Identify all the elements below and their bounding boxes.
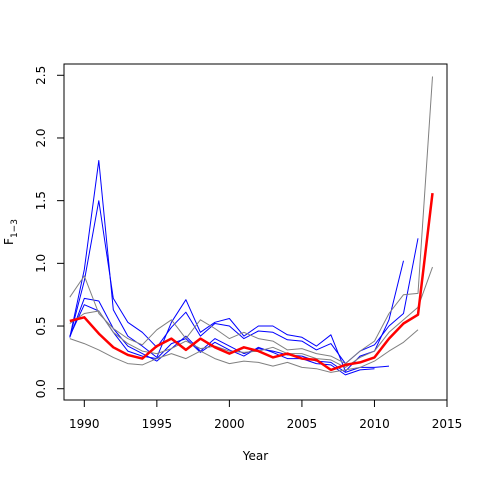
y-tick-label: 2.0 <box>34 128 48 147</box>
series-line-grey-6 <box>69 266 433 368</box>
x-tick-label: 2000 <box>214 417 245 431</box>
y-tick-label: 2.5 <box>34 66 48 85</box>
y-axis: 0.0 0.5 1.0 1.5 2.0 2.5 <box>34 66 65 398</box>
series-line-red-8 <box>69 192 434 372</box>
x-axis: 1990 1995 2000 2005 2010 2015 <box>69 399 463 431</box>
y-tick-label: 1.0 <box>34 254 48 273</box>
y-axis-label-main: F <box>2 238 16 245</box>
y-axis-label-subscript: 1−3 <box>10 219 20 238</box>
x-tick-label: 2015 <box>432 417 463 431</box>
y-axis-label: F1−3 <box>2 219 20 245</box>
series-line-grey-5 <box>69 76 433 365</box>
x-tick-label: 2010 <box>359 417 390 431</box>
x-axis-label: Year <box>242 449 268 463</box>
x-tick-label: 2005 <box>287 417 318 431</box>
series-line-grey-7 <box>69 329 419 373</box>
x-tick-label: 1995 <box>142 417 173 431</box>
y-tick-label: 0.5 <box>34 316 48 335</box>
y-tick-label: 1.5 <box>34 191 48 210</box>
series-line-blue-1 <box>69 160 404 372</box>
series-layer <box>69 76 434 376</box>
x-tick-label: 1990 <box>69 417 100 431</box>
y-tick-label: 0.0 <box>34 379 48 398</box>
